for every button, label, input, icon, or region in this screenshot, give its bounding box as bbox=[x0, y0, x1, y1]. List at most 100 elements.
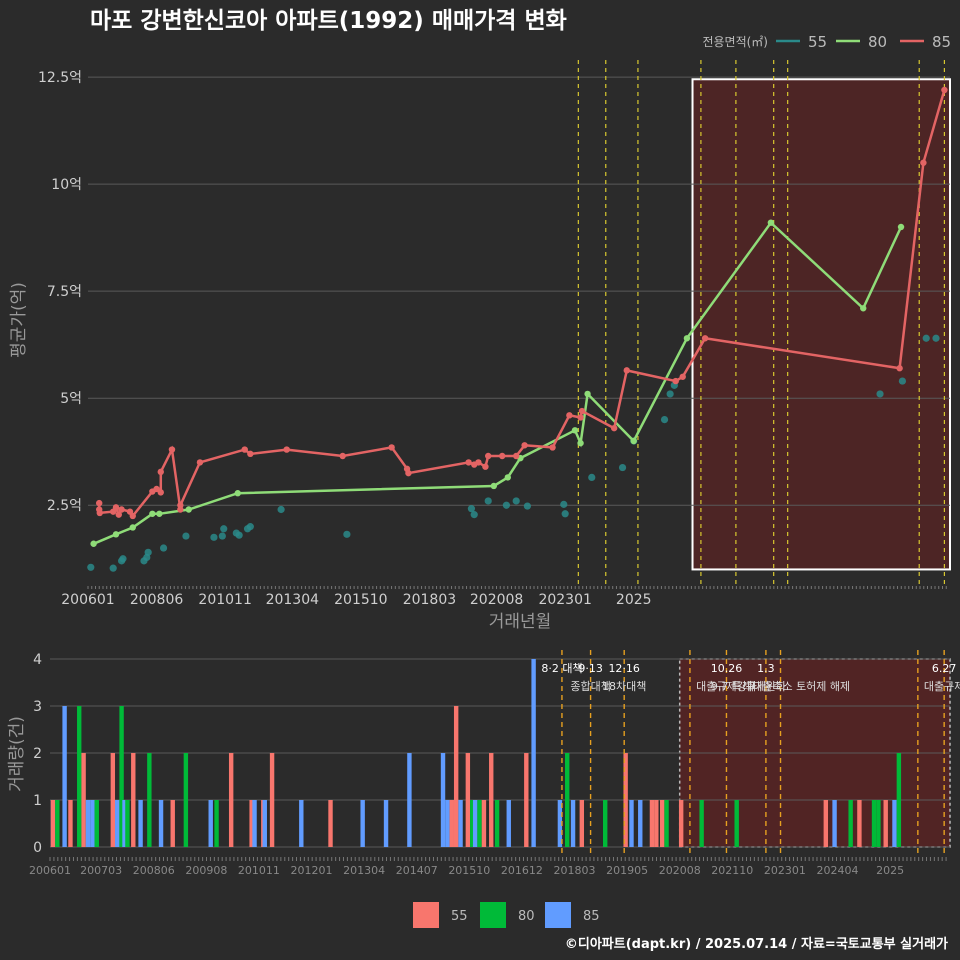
data-point-55 bbox=[467, 505, 476, 513]
x-tick-label: 201803 bbox=[403, 592, 456, 608]
data-point-80 bbox=[860, 305, 867, 312]
data-point-80 bbox=[630, 437, 637, 445]
data-point-80 bbox=[129, 524, 136, 531]
chart-title: 마포 강변한신코아 아파트(1992) 매매가격 변화 bbox=[90, 8, 567, 34]
data-point-85 bbox=[672, 377, 679, 385]
y-tick-label: 1 bbox=[33, 793, 42, 809]
data-point-85 bbox=[577, 414, 584, 421]
x-tick-label: 201407 bbox=[396, 864, 438, 877]
data-point-85 bbox=[896, 365, 903, 372]
policy-label: 6.27 bbox=[932, 662, 957, 675]
legend-label-55: 55 bbox=[451, 909, 468, 924]
bar-55 bbox=[68, 800, 73, 847]
x-tick-label: 201612 bbox=[501, 864, 543, 877]
bar-85 bbox=[472, 800, 478, 847]
bar-85 bbox=[138, 800, 143, 847]
bar-85 bbox=[892, 800, 897, 847]
bar-55 bbox=[228, 753, 234, 847]
data-point-85 bbox=[96, 509, 103, 517]
bar-85 bbox=[440, 753, 446, 847]
policy-sublabel: 대출규제 bbox=[924, 680, 960, 693]
data-point-55 bbox=[470, 511, 478, 519]
bar-80 bbox=[565, 753, 570, 847]
data-point-55 bbox=[277, 505, 285, 514]
x-tick-label: 200601 bbox=[61, 592, 114, 608]
bar-55 bbox=[579, 800, 585, 847]
bar-55 bbox=[883, 800, 888, 847]
data-point-80 bbox=[90, 540, 97, 547]
legend-label-80: 80 bbox=[868, 33, 887, 51]
y-tick-label: 2.5억 bbox=[47, 498, 82, 514]
legend-key-80 bbox=[480, 902, 506, 928]
data-point-85 bbox=[388, 444, 395, 451]
bar-85 bbox=[62, 706, 67, 847]
x-tick-label: 201304 bbox=[266, 592, 320, 608]
data-point-55 bbox=[932, 334, 940, 342]
data-point-80 bbox=[490, 482, 498, 490]
x-axis-title: 거래년월 bbox=[489, 612, 552, 632]
bar-80 bbox=[699, 800, 704, 847]
data-point-80 bbox=[571, 427, 579, 434]
data-point-55 bbox=[898, 377, 907, 385]
data-point-85 bbox=[339, 452, 346, 460]
bar-80 bbox=[55, 800, 60, 847]
policy-sublabel: 9.7 특례대출축소 토허제 해제 bbox=[711, 679, 850, 693]
data-point-85 bbox=[475, 459, 482, 466]
x-tick-label: 200601 bbox=[29, 864, 71, 877]
data-point-55 bbox=[159, 544, 168, 552]
bar-80 bbox=[94, 800, 99, 847]
bar-85 bbox=[570, 800, 576, 847]
legend-label-55: 55 bbox=[808, 33, 827, 51]
bar-85 bbox=[629, 800, 634, 847]
policy-sublabel: 대출규제강화 bbox=[696, 680, 757, 693]
bar-80 bbox=[183, 753, 189, 847]
bar-85 bbox=[360, 800, 365, 847]
data-point-85 bbox=[465, 459, 472, 466]
bar-55 bbox=[823, 800, 829, 847]
bar-55 bbox=[481, 800, 487, 847]
legend-title: 전용면적(㎡) bbox=[702, 35, 768, 49]
legend-key-85 bbox=[545, 902, 571, 928]
policy-label: 1.3 bbox=[757, 662, 775, 675]
bar-85 bbox=[638, 800, 643, 847]
data-point-85 bbox=[241, 446, 248, 453]
data-point-80 bbox=[185, 506, 192, 513]
x-tick-label: 202301 bbox=[538, 592, 591, 608]
y-axis-title: 거래량(건) bbox=[7, 716, 27, 792]
y-tick-label: 3 bbox=[33, 699, 42, 715]
policy-sublabel: 18차대책 bbox=[602, 680, 646, 693]
data-point-85 bbox=[118, 506, 125, 513]
bar-80 bbox=[470, 800, 475, 847]
x-tick-label: 201201 bbox=[291, 864, 333, 877]
data-point-55 bbox=[666, 390, 674, 398]
data-point-80 bbox=[577, 439, 584, 447]
data-point-85 bbox=[920, 159, 927, 166]
data-point-85 bbox=[157, 468, 164, 476]
data-point-55 bbox=[210, 533, 218, 541]
bar-55 bbox=[649, 800, 655, 847]
bar-85 bbox=[252, 800, 257, 847]
highlight-box bbox=[691, 78, 951, 571]
bar-55 bbox=[269, 753, 275, 847]
data-point-55 bbox=[343, 530, 351, 538]
data-point-55 bbox=[182, 532, 190, 540]
data-point-55 bbox=[618, 463, 627, 472]
x-tick-label: 202404 bbox=[817, 864, 859, 877]
footer-source: ©디아파트(dapt.kr) / 2025.07.14 / 자료=국토교통부 실… bbox=[565, 936, 948, 952]
data-point-80 bbox=[584, 390, 591, 398]
bar-80 bbox=[125, 800, 130, 847]
data-point-80 bbox=[149, 510, 156, 517]
data-point-55 bbox=[484, 497, 492, 505]
data-point-85 bbox=[513, 452, 520, 460]
data-point-85 bbox=[247, 450, 254, 458]
data-point-80 bbox=[897, 223, 905, 231]
bar-85 bbox=[299, 800, 304, 847]
data-point-55 bbox=[512, 497, 520, 505]
data-point-85 bbox=[679, 373, 686, 380]
data-point-85 bbox=[521, 442, 528, 449]
bar-80 bbox=[494, 800, 500, 847]
bar-85 bbox=[262, 800, 267, 847]
data-point-55 bbox=[502, 501, 511, 509]
data-point-85 bbox=[578, 407, 586, 415]
